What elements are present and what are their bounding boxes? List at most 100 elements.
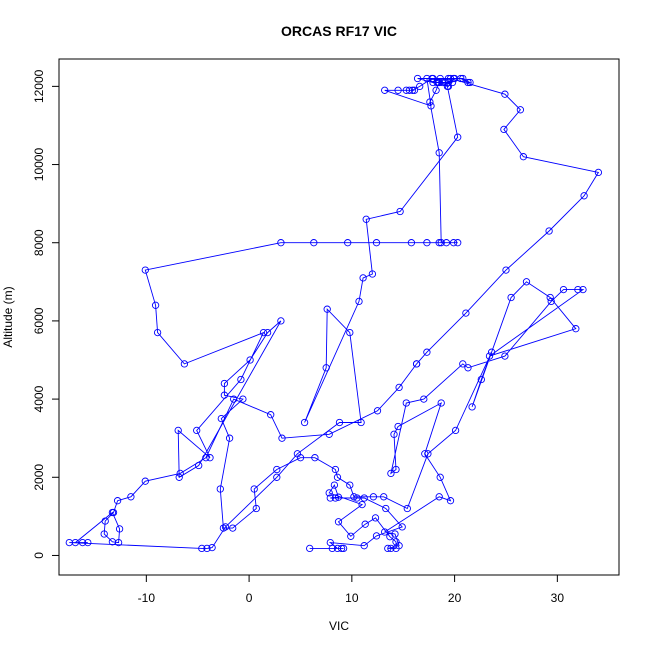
data-point	[203, 544, 211, 553]
data-point	[331, 465, 340, 474]
data-point	[435, 149, 443, 157]
data-point	[273, 465, 281, 474]
data-point	[371, 514, 380, 522]
data-point	[466, 78, 474, 87]
data-point	[459, 74, 467, 83]
data-point	[434, 78, 442, 87]
data-point	[267, 411, 275, 419]
data-point	[423, 348, 431, 356]
data-point	[405, 86, 414, 94]
data-point	[464, 364, 472, 372]
data-point	[293, 450, 302, 458]
data-point	[361, 520, 369, 528]
data-point	[390, 430, 398, 438]
data-point	[579, 285, 587, 294]
data-point	[392, 465, 400, 474]
data-point	[580, 192, 588, 200]
y-tick-label: 6000	[32, 307, 46, 334]
data-point	[330, 481, 339, 489]
data-point	[311, 454, 319, 462]
data-point	[594, 168, 603, 177]
data-point	[333, 473, 342, 481]
data-point	[202, 454, 210, 462]
data-point	[574, 285, 582, 294]
data-point	[477, 375, 485, 384]
data-point	[391, 530, 399, 538]
data-point	[219, 524, 228, 532]
data-point	[368, 270, 377, 278]
data-point	[277, 239, 285, 247]
data-point	[101, 517, 109, 525]
x-axis: -10 0 10 20 30	[138, 574, 564, 605]
data-point	[350, 493, 358, 501]
data-point	[395, 383, 403, 392]
x-tick-label: 0	[246, 591, 253, 605]
data-point	[198, 544, 206, 553]
data-point	[387, 544, 395, 553]
data-point	[358, 500, 366, 509]
data-point	[426, 98, 434, 106]
data-point	[78, 538, 87, 547]
data-point	[424, 450, 432, 458]
data-point	[398, 523, 406, 531]
data-point	[410, 86, 419, 94]
data-point	[382, 504, 390, 513]
y-tick-label: 12000	[32, 69, 46, 103]
data-point	[402, 399, 410, 407]
data-point	[230, 395, 238, 403]
data-point	[516, 106, 525, 114]
data-point	[225, 434, 234, 442]
data-point	[259, 328, 268, 337]
data-point	[572, 325, 580, 333]
data-point	[323, 305, 331, 313]
data-point	[403, 504, 411, 513]
y-axis-label: Altitude (m)	[1, 286, 15, 347]
data-point	[457, 74, 465, 83]
data-point	[114, 538, 123, 547]
data-point	[153, 328, 162, 337]
data-point	[387, 469, 395, 478]
y-tick-label: 0	[32, 552, 46, 559]
data-point	[446, 497, 455, 505]
data-point	[394, 422, 402, 431]
data-point	[359, 274, 367, 282]
data-point	[412, 360, 421, 368]
data-point	[372, 532, 381, 540]
data-point	[113, 497, 122, 505]
data-point	[501, 352, 509, 360]
y-tick-label: 10000	[32, 148, 46, 182]
data-point	[501, 90, 509, 98]
data-point	[334, 493, 343, 501]
data-point	[326, 538, 334, 547]
data-point	[451, 426, 460, 435]
data-point	[208, 543, 216, 552]
data-point	[429, 78, 437, 87]
data-point	[435, 493, 443, 501]
chart-title: ORCAS RF17 VIC	[281, 23, 397, 39]
data-point	[246, 356, 254, 364]
data-point	[263, 328, 272, 337]
data-point	[325, 430, 333, 438]
data-point	[423, 74, 431, 83]
series-layer	[65, 74, 603, 553]
data-point	[545, 227, 553, 235]
data-point	[522, 278, 531, 286]
data-point	[519, 153, 528, 161]
data-point	[413, 74, 422, 83]
data-point	[449, 74, 458, 83]
data-point	[381, 86, 389, 94]
data-point	[174, 426, 182, 435]
data-point	[384, 544, 392, 553]
data-point	[175, 473, 183, 481]
data-point	[437, 239, 445, 247]
data-point	[381, 528, 389, 536]
data-point	[239, 395, 247, 403]
data-point	[344, 239, 352, 247]
data-point	[547, 297, 555, 306]
y-axis: 0 2000 4000 6000 8000 10000 12000	[32, 69, 60, 559]
data-point	[355, 297, 363, 306]
data-point	[464, 78, 472, 87]
data-point	[237, 375, 245, 384]
data-point	[416, 82, 424, 91]
data-point	[444, 74, 453, 83]
